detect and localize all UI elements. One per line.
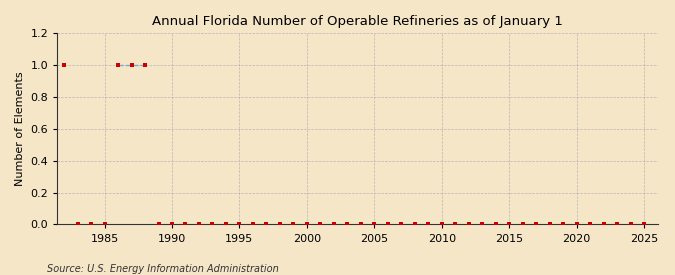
Point: [126, 63, 137, 67]
Point: [531, 222, 541, 227]
Point: [180, 222, 191, 227]
Point: [248, 222, 259, 227]
Point: [194, 222, 205, 227]
Point: [167, 222, 178, 227]
Point: [140, 63, 151, 67]
Point: [504, 222, 514, 227]
Point: [72, 222, 83, 227]
Point: [86, 222, 97, 227]
Point: [342, 222, 353, 227]
Point: [369, 222, 380, 227]
Point: [113, 63, 124, 67]
Point: [571, 222, 582, 227]
Point: [490, 222, 501, 227]
Point: [356, 222, 367, 227]
Point: [302, 222, 313, 227]
Point: [329, 222, 340, 227]
Point: [59, 63, 70, 67]
Point: [477, 222, 487, 227]
Point: [207, 222, 218, 227]
Point: [221, 222, 232, 227]
Point: [275, 222, 286, 227]
Point: [383, 222, 394, 227]
Point: [612, 222, 622, 227]
Point: [315, 222, 326, 227]
Point: [625, 222, 636, 227]
Y-axis label: Number of Elements: Number of Elements: [15, 72, 25, 186]
Point: [410, 222, 421, 227]
Point: [517, 222, 528, 227]
Point: [437, 222, 448, 227]
Point: [463, 222, 474, 227]
Point: [99, 222, 110, 227]
Point: [598, 222, 609, 227]
Point: [396, 222, 407, 227]
Point: [544, 222, 555, 227]
Point: [639, 222, 649, 227]
Point: [261, 222, 272, 227]
Point: [288, 222, 299, 227]
Title: Annual Florida Number of Operable Refineries as of January 1: Annual Florida Number of Operable Refine…: [152, 15, 563, 28]
Text: Source: U.S. Energy Information Administration: Source: U.S. Energy Information Administ…: [47, 264, 279, 274]
Point: [423, 222, 434, 227]
Point: [234, 222, 245, 227]
Point: [558, 222, 568, 227]
Point: [450, 222, 460, 227]
Point: [585, 222, 595, 227]
Point: [153, 222, 164, 227]
